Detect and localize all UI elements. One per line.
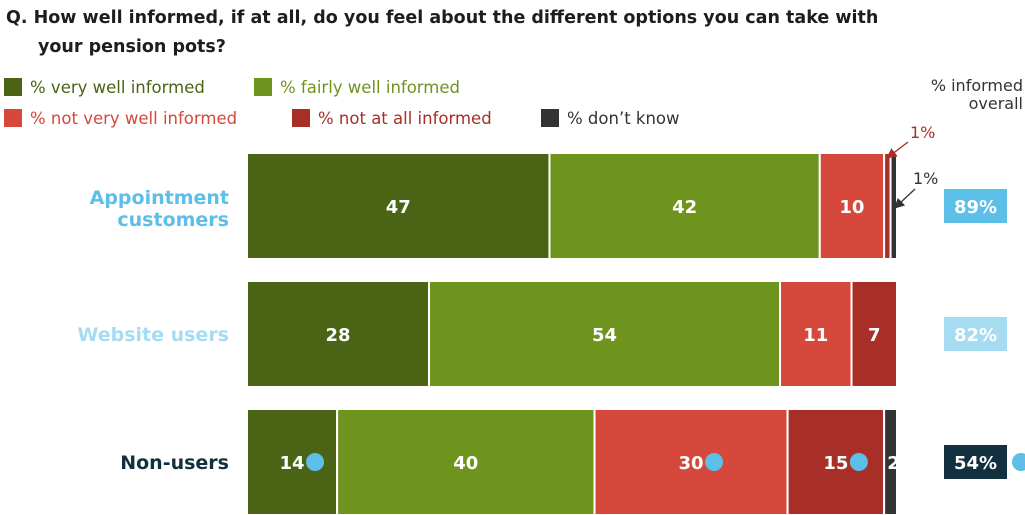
overall-value: 54%: [954, 453, 997, 474]
bar-value-label: 47: [386, 197, 411, 218]
bar-value-label: 30: [679, 453, 704, 474]
legend-swatch: [254, 78, 272, 96]
legend-label: % fairly well informed: [280, 78, 460, 97]
legend-swatch: [541, 109, 559, 127]
legend-swatch: [292, 109, 310, 127]
overall-value: 82%: [954, 325, 997, 346]
callout-arrow: [888, 142, 908, 157]
overall-value: 89%: [954, 197, 997, 218]
legend-label: % very well informed: [30, 78, 205, 97]
bar-value-label: 10: [839, 197, 864, 218]
category-label: Appointment: [90, 187, 229, 209]
callout-label: 1%: [910, 123, 935, 142]
overall-header-text: overall: [969, 94, 1023, 113]
bar-value-label: 15: [823, 453, 848, 474]
bar-value-label: 54: [592, 325, 617, 346]
bar-value-label: 2: [887, 453, 900, 474]
overall-values: 89% 82% 54%: [944, 189, 1025, 479]
overall-header-text: % informed: [931, 76, 1023, 95]
legend: % very well informed % fairly well inform…: [4, 78, 680, 128]
bar-value-label: 40: [453, 453, 478, 474]
legend-swatch: [4, 78, 22, 96]
legend-label: % not very well informed: [30, 109, 237, 128]
chart-title-line-2: your pension pots?: [38, 37, 226, 57]
chart-title-line-1: Q. How well informed, if at all, do you …: [6, 8, 878, 28]
category-label: Non-users: [120, 452, 229, 474]
bars: 47 42 10 28 54 11 7 14 40 30 15 2: [247, 153, 900, 515]
category-label: Website users: [77, 324, 229, 346]
bar-value-label: 7: [868, 325, 881, 346]
bar-value-label: 42: [672, 197, 697, 218]
legend-label: % not at all informed: [318, 109, 492, 128]
significance-marker: [1012, 453, 1025, 471]
bar-value-label: 14: [280, 453, 305, 474]
legend-swatch: [4, 109, 22, 127]
legend-label: % don’t know: [567, 109, 680, 128]
bar-value-label: 11: [803, 325, 828, 346]
category-label: customers: [117, 209, 229, 231]
bar-value-label: 28: [325, 325, 350, 346]
callout-arrow: [896, 189, 915, 207]
significance-marker: [306, 453, 324, 471]
significance-marker: [705, 453, 723, 471]
significance-marker: [850, 453, 868, 471]
callout-label: 1%: [913, 169, 938, 188]
